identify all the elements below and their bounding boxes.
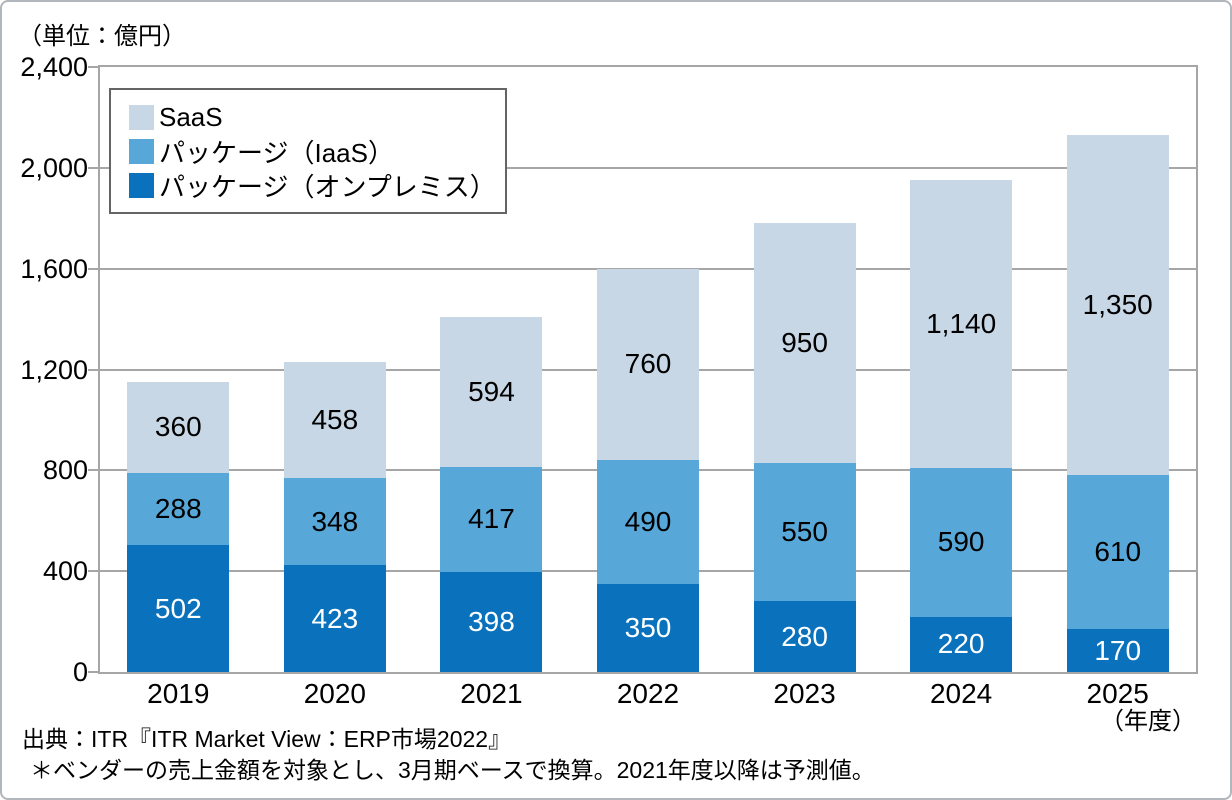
bar-2021: 398 417 594 [440,67,543,672]
x-axis-tick-label: 2022 [616,678,680,709]
value-label: 350 [624,611,672,643]
y-axis-tick-mark [88,469,98,472]
bar-segment: 350 [597,583,699,672]
plot-area: SaaS パッケージ（IaaS） パッケージ（オンプレミス） 502 288 360 42… [98,65,1198,674]
bar-segment: 348 [283,477,386,566]
bar-2019: 502 288 360 [127,67,230,672]
bar-segment: 398 [440,571,543,672]
value-label: 423 [311,602,359,634]
unit-label: （単位：億円） [18,23,186,50]
legend-label: パッケージ（IaaS） [159,137,394,168]
value-label: 280 [781,620,828,652]
value-label: 170 [1094,634,1142,666]
value-label: 360 [154,411,202,443]
y-axis-tick-label: 1,200 [20,354,88,385]
value-label: 1,350 [1082,289,1153,321]
x-axis-tick-label: 2020 [303,678,366,709]
y-axis-tick-label: 1,600 [20,253,88,284]
y-axis-tick-mark [88,66,98,68]
legend-label: SaaS [159,101,223,132]
value-label: 220 [937,628,985,660]
legend-item: SaaS [129,100,491,134]
bar-segment: 1,140 [910,180,1013,468]
bar-segment: 594 [440,316,543,467]
value-label: 950 [781,327,828,359]
y-axis-tick-label: 800 [42,455,88,486]
bar-segment: 550 [753,462,856,602]
bar-2020: 423 348 458 [283,67,386,672]
y-axis-tick-label: 400 [42,556,88,587]
bar-segment: 458 [283,362,386,478]
y-axis-tick-mark [88,671,98,673]
legend-item: パッケージ（IaaS） [129,134,491,168]
value-label: 458 [311,403,359,435]
bar-segment: 590 [910,467,1013,617]
bar-segment: 423 [283,565,386,672]
bar-segment: 490 [597,460,699,584]
value-label: 417 [468,503,515,535]
bar-segment: 950 [753,223,856,463]
bar-2025: 170 610 1,350 [1066,67,1169,672]
legend-item: パッケージ（オンプレミス） [129,168,496,202]
bar-segment: 760 [597,268,699,461]
value-label: 288 [154,493,202,525]
y-axis-tick-mark [88,166,98,169]
bar-segment: 220 [910,616,1013,672]
y-axis-tick-label: 0 [72,657,88,687]
y-axis-tick-label: 2,400 [20,52,88,82]
bar-segment: 288 [127,472,230,546]
value-label: 590 [937,526,985,558]
value-label: 760 [624,348,672,380]
y-axis-tick-mark [88,267,98,270]
bar-segment: 1,350 [1066,135,1169,476]
bar-segment: 280 [753,601,856,672]
y-axis-tick-mark [88,570,98,573]
bar-segment: 360 [127,382,230,473]
bar-segment: 170 [1066,629,1169,672]
x-axis-tick-label: 2021 [460,678,523,709]
x-axis-tick-label: 2024 [929,678,993,709]
x-axis-tick-label: 2019 [147,678,210,709]
value-label: 550 [781,516,828,548]
legend-label: パッケージ（オンプレミス） [159,171,496,202]
source-text: 出典：ITR『ITR Market View：ERP市場2022』 [22,726,512,752]
note-text: ＊ベンダーの売上金額を対象とし、3月期ベースで換算。2021年度以降は予測値。 [30,757,875,783]
legend-swatch-icon [129,172,154,198]
value-label: 610 [1094,536,1142,568]
bar-segment: 417 [440,466,543,572]
value-label: 502 [154,592,202,624]
bar-2023: 280 550 950 [753,67,856,672]
x-axis-tick-label: 2023 [773,678,836,709]
x-axis-tick-label: 2025 [1086,678,1149,709]
bar-2022: 350 490 760 [597,67,699,672]
legend-swatch-icon [129,138,154,164]
bar-segment: 502 [127,545,230,672]
legend: SaaS パッケージ（IaaS） パッケージ（オンプレミス） [109,88,507,214]
footer: 出典：ITR『ITR Market View：ERP市場2022』 ＊ベンダーの… [22,724,875,786]
x-axis-unit-label: （年度） [1100,708,1196,735]
gridline [100,267,1196,270]
legend-swatch-icon [129,104,154,130]
bar-segment: 610 [1066,475,1169,630]
value-label: 594 [468,375,515,407]
y-axis-tick-label: 2,000 [20,152,88,183]
value-label: 398 [468,605,515,637]
y-axis-tick-mark [88,368,98,371]
gridline [100,166,1196,169]
bar-2024: 220 590 1,140 [910,67,1013,672]
value-label: 348 [311,505,359,537]
value-label: 1,140 [926,308,997,340]
value-label: 490 [624,506,672,538]
